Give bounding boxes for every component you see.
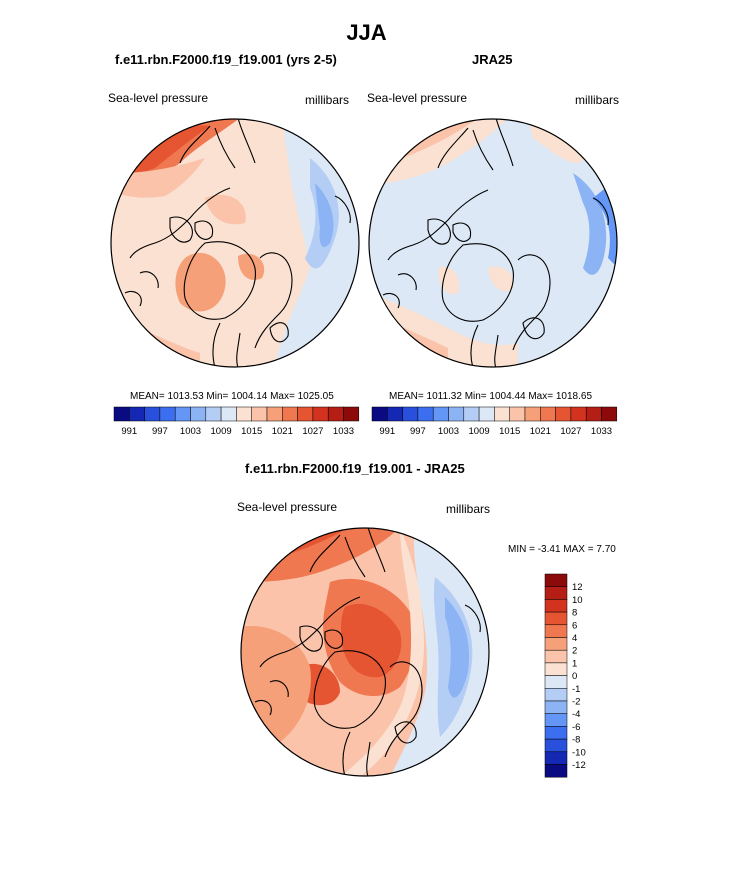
panel-3-colorbar-swatch-1 — [544, 586, 568, 600]
panel-2-title: JRA25 — [472, 52, 513, 67]
panel-1-colorbar-swatch-13 — [312, 406, 329, 422]
panel-2-colorbar-tick-label: 1009 — [469, 426, 490, 437]
panel-3-colorbar-tick-label: 2 — [572, 646, 577, 657]
panel-1-colorbar-swatch-7 — [220, 406, 237, 422]
panel-1-colorbar-tick-label: 991 — [121, 426, 137, 437]
panel-2-colorbar-swatch-15 — [601, 406, 618, 422]
panel-3-colorbar-swatch-0 — [544, 573, 568, 587]
panel-1-colorbar-swatch-6 — [205, 406, 222, 422]
panel-2-colorbar-swatch-6 — [463, 406, 480, 422]
panel-3-colorbar-tick-label: 4 — [572, 633, 577, 644]
panel-1-colorbar-swatch-2 — [144, 406, 161, 422]
panel-1-colorbar-swatch-8 — [236, 406, 252, 422]
panel-2-colorbar-swatch-3 — [417, 406, 434, 422]
panel-2-colorbar-tick-label: 1033 — [591, 426, 612, 437]
panel-2-colorbar-tick-label: 997 — [410, 426, 426, 437]
panel-2-colorbar-swatch-8 — [494, 406, 510, 422]
panel-1-polar-map — [110, 118, 360, 368]
panel-3-polar-map — [240, 527, 490, 777]
panel-3-colorbar-swatch-8 — [544, 675, 568, 689]
panel-1-colorbar-swatch-12 — [297, 406, 314, 422]
panel-2-colorbar-tick-label: 1021 — [530, 426, 551, 437]
panel-3-colorbar-tick-label: 12 — [572, 582, 583, 593]
panel-3-colorbar-tick-label: 1 — [572, 658, 577, 669]
panel-1-colorbar-swatch-3 — [159, 406, 176, 422]
panel-2-units-label: millibars — [575, 93, 620, 107]
panel-2-colorbar-swatch-11 — [540, 406, 556, 422]
panel-2-colorbar-swatch-14 — [585, 406, 602, 422]
panel-3-colorbar-swatch-11 — [544, 713, 568, 727]
panel-3-colorbar-swatch-10 — [544, 700, 568, 714]
panel-2-colorbar-swatch-4 — [432, 406, 449, 422]
panel-3-colorbar-tick-label: 0 — [572, 671, 577, 682]
panel-3-colorbar-swatch-9 — [544, 688, 568, 702]
panel-1-units-label: millibars — [305, 93, 350, 107]
panel-3-colorbar-tick-label: -2 — [572, 697, 580, 708]
panel-3-colorbar-tick-label: -6 — [572, 722, 580, 733]
panel-1-colorbar-tick-label: 1009 — [211, 426, 232, 437]
panel-2-polar-map — [368, 118, 618, 368]
panel-3-colorbar-swatch-7 — [544, 662, 568, 676]
panel-1-stats: MEAN= 1013.53 Min= 1004.14 Max= 1025.05 — [130, 391, 334, 402]
panel-3-colorbar-tick-label: -1 — [572, 684, 580, 695]
panel-1-colorbar: 991 997 1003 1009 1015 1021 1027 1033 — [113, 406, 360, 437]
panel-2-colorbar-tick-label: 991 — [379, 426, 395, 437]
panel-2-stats: MEAN= 1011.32 Min= 1004.44 Max= 1018.65 — [389, 391, 593, 402]
panel-3-colorbar-swatch-15 — [544, 764, 568, 778]
panel-2-colorbar-swatch-1 — [387, 406, 403, 422]
panel-1-colorbar-swatch-0 — [113, 406, 130, 422]
panel-1-colorbar-swatch-4 — [174, 406, 191, 422]
panel-3-colorbar-swatch-3 — [544, 611, 568, 626]
panel-3-colorbar-swatch-2 — [544, 599, 568, 613]
panel-2-colorbar-tick-label: 1015 — [499, 426, 520, 437]
panel-2-colorbar-swatch-12 — [555, 406, 572, 422]
panel-2-colorbar-tick-label: 1003 — [438, 426, 459, 437]
panel-2-colorbar-swatch-9 — [509, 406, 526, 422]
panel-2-colorbar-swatch-0 — [371, 406, 388, 422]
panel-1-title: f.e11.rbn.F2000.f19_f19.001 (yrs 2-5) — [115, 52, 337, 67]
panel-1-colorbar-tick-label: 1027 — [302, 426, 323, 437]
panel-2-colorbar-swatch-13 — [570, 406, 587, 422]
panel-1-colorbar-tick-label: 1015 — [241, 426, 262, 437]
panel-2-colorbar: 991 997 1003 1009 1015 1021 1027 1033 — [371, 406, 618, 437]
panel-1-colorbar-swatch-15 — [343, 406, 360, 422]
panel-1-colorbar-swatch-11 — [282, 406, 298, 422]
panel-1-colorbar-tick-label: 1033 — [333, 426, 354, 437]
panel-3-colorbar-tick-label: 8 — [572, 608, 577, 619]
panel-1-colorbar-tick-label: 997 — [152, 426, 168, 437]
panel-2-variable-label: Sea-level pressure — [367, 91, 468, 105]
panel-3-variable-label: Sea-level pressure — [237, 500, 338, 514]
panel-1-colorbar-swatch-5 — [190, 406, 207, 422]
panel-3-colorbar-swatch-12 — [544, 726, 568, 740]
panel-2-colorbar-swatch-7 — [478, 406, 495, 422]
panel-3-units-label: millibars — [446, 502, 491, 516]
panel-3-colorbar-tick-label: -8 — [572, 735, 580, 746]
panel-2-colorbar-swatch-2 — [402, 406, 419, 422]
panel-2-colorbar-swatch-10 — [524, 406, 541, 422]
panel-1-colorbar-swatch-9 — [251, 406, 268, 422]
panel-3-colorbar-tick-label: 6 — [572, 620, 577, 631]
panel-1-variable-label: Sea-level pressure — [108, 91, 209, 105]
panel-3-colorbar-swatch-14 — [544, 751, 568, 765]
panel-3-colorbar-swatch-5 — [544, 637, 568, 651]
panel-2-colorbar-tick-label: 1027 — [560, 426, 581, 437]
panel-3-colorbar-swatch-4 — [544, 624, 568, 638]
panel-3-colorbar-tick-label: -12 — [572, 760, 586, 771]
panel-3-colorbar-swatch-13 — [544, 738, 568, 753]
panel-3-stats: MIN = -3.41 MAX = 7.70 — [508, 544, 616, 555]
panel-3-colorbar-tick-label: -4 — [572, 709, 580, 720]
panel-1-colorbar-tick-label: 1003 — [180, 426, 201, 437]
panel-3-colorbar-tick-label: -10 — [572, 747, 586, 758]
panel-3-colorbar-tick-label: 10 — [572, 595, 583, 606]
panel-1-colorbar-swatch-1 — [129, 406, 145, 422]
panel-1-colorbar-swatch-10 — [266, 406, 283, 422]
panel-1-colorbar-tick-label: 1021 — [272, 426, 293, 437]
main-title: JJA — [346, 20, 387, 45]
panel-2-colorbar-swatch-5 — [448, 406, 465, 422]
panel-1-colorbar-swatch-14 — [327, 406, 344, 422]
panel-3-title: f.e11.rbn.F2000.f19_f19.001 - JRA25 — [245, 461, 465, 476]
panel-3-colorbar-swatch-6 — [544, 649, 568, 664]
